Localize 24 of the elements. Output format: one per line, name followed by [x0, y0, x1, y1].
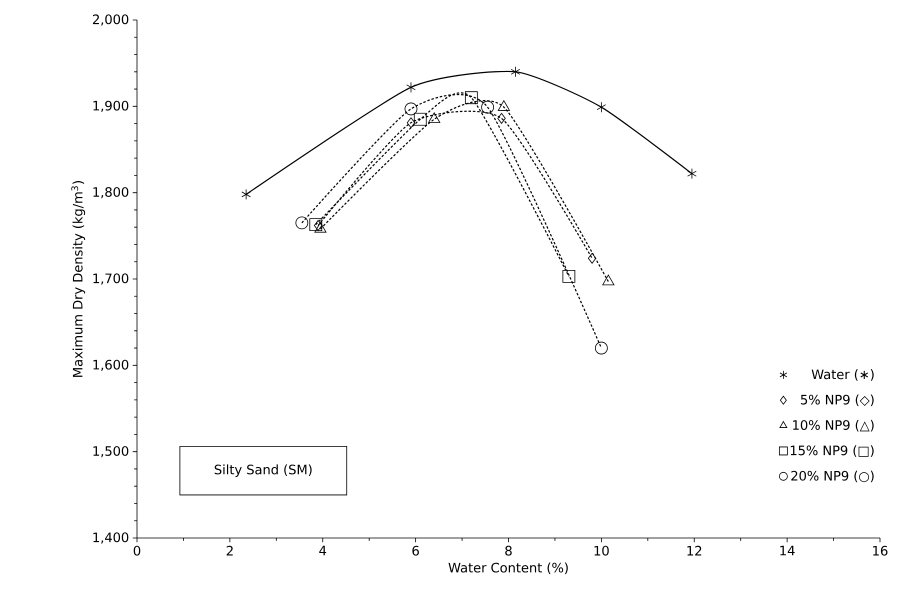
- annotation: Silty Sand (SM): [214, 464, 312, 477]
- y-tick-label: 1,600: [93, 360, 128, 371]
- x-tick-label: 10: [594, 546, 609, 556]
- y-tick-label: 1,400: [93, 532, 128, 544]
- x-tick-label: 16: [873, 546, 888, 556]
- x-tick-label: 8: [505, 546, 512, 556]
- legend-label: 5% NP9 (◇): [800, 394, 874, 406]
- x-tick-label: 12: [687, 546, 702, 556]
- x-tick-label: 6: [412, 546, 419, 556]
- legend-label: 15% NP9 (□): [790, 445, 874, 457]
- legend-label: 20% NP9 (○): [791, 470, 874, 482]
- y-tick-label: 1,700: [93, 273, 128, 285]
- y-tick-label: 1,500: [93, 446, 128, 458]
- y-tick-label: 1,800: [93, 187, 128, 198]
- y-tick-label: 2,000: [92, 14, 128, 26]
- x-tick-label: 2: [226, 546, 233, 556]
- legend-label: Water (∗): [812, 369, 874, 381]
- legend-label: 10% NP9 (△): [793, 420, 874, 432]
- y-tick-label: 1,900: [93, 100, 128, 112]
- x-axis-title: Water Content (%): [448, 562, 568, 574]
- y-axis-title: Maximum Dry Density (kg/m$^{3}$): [71, 181, 86, 377]
- x-tick-label: 0: [134, 546, 140, 556]
- x-tick-label: 4: [319, 546, 326, 556]
- x-tick-label: 14: [780, 546, 795, 556]
